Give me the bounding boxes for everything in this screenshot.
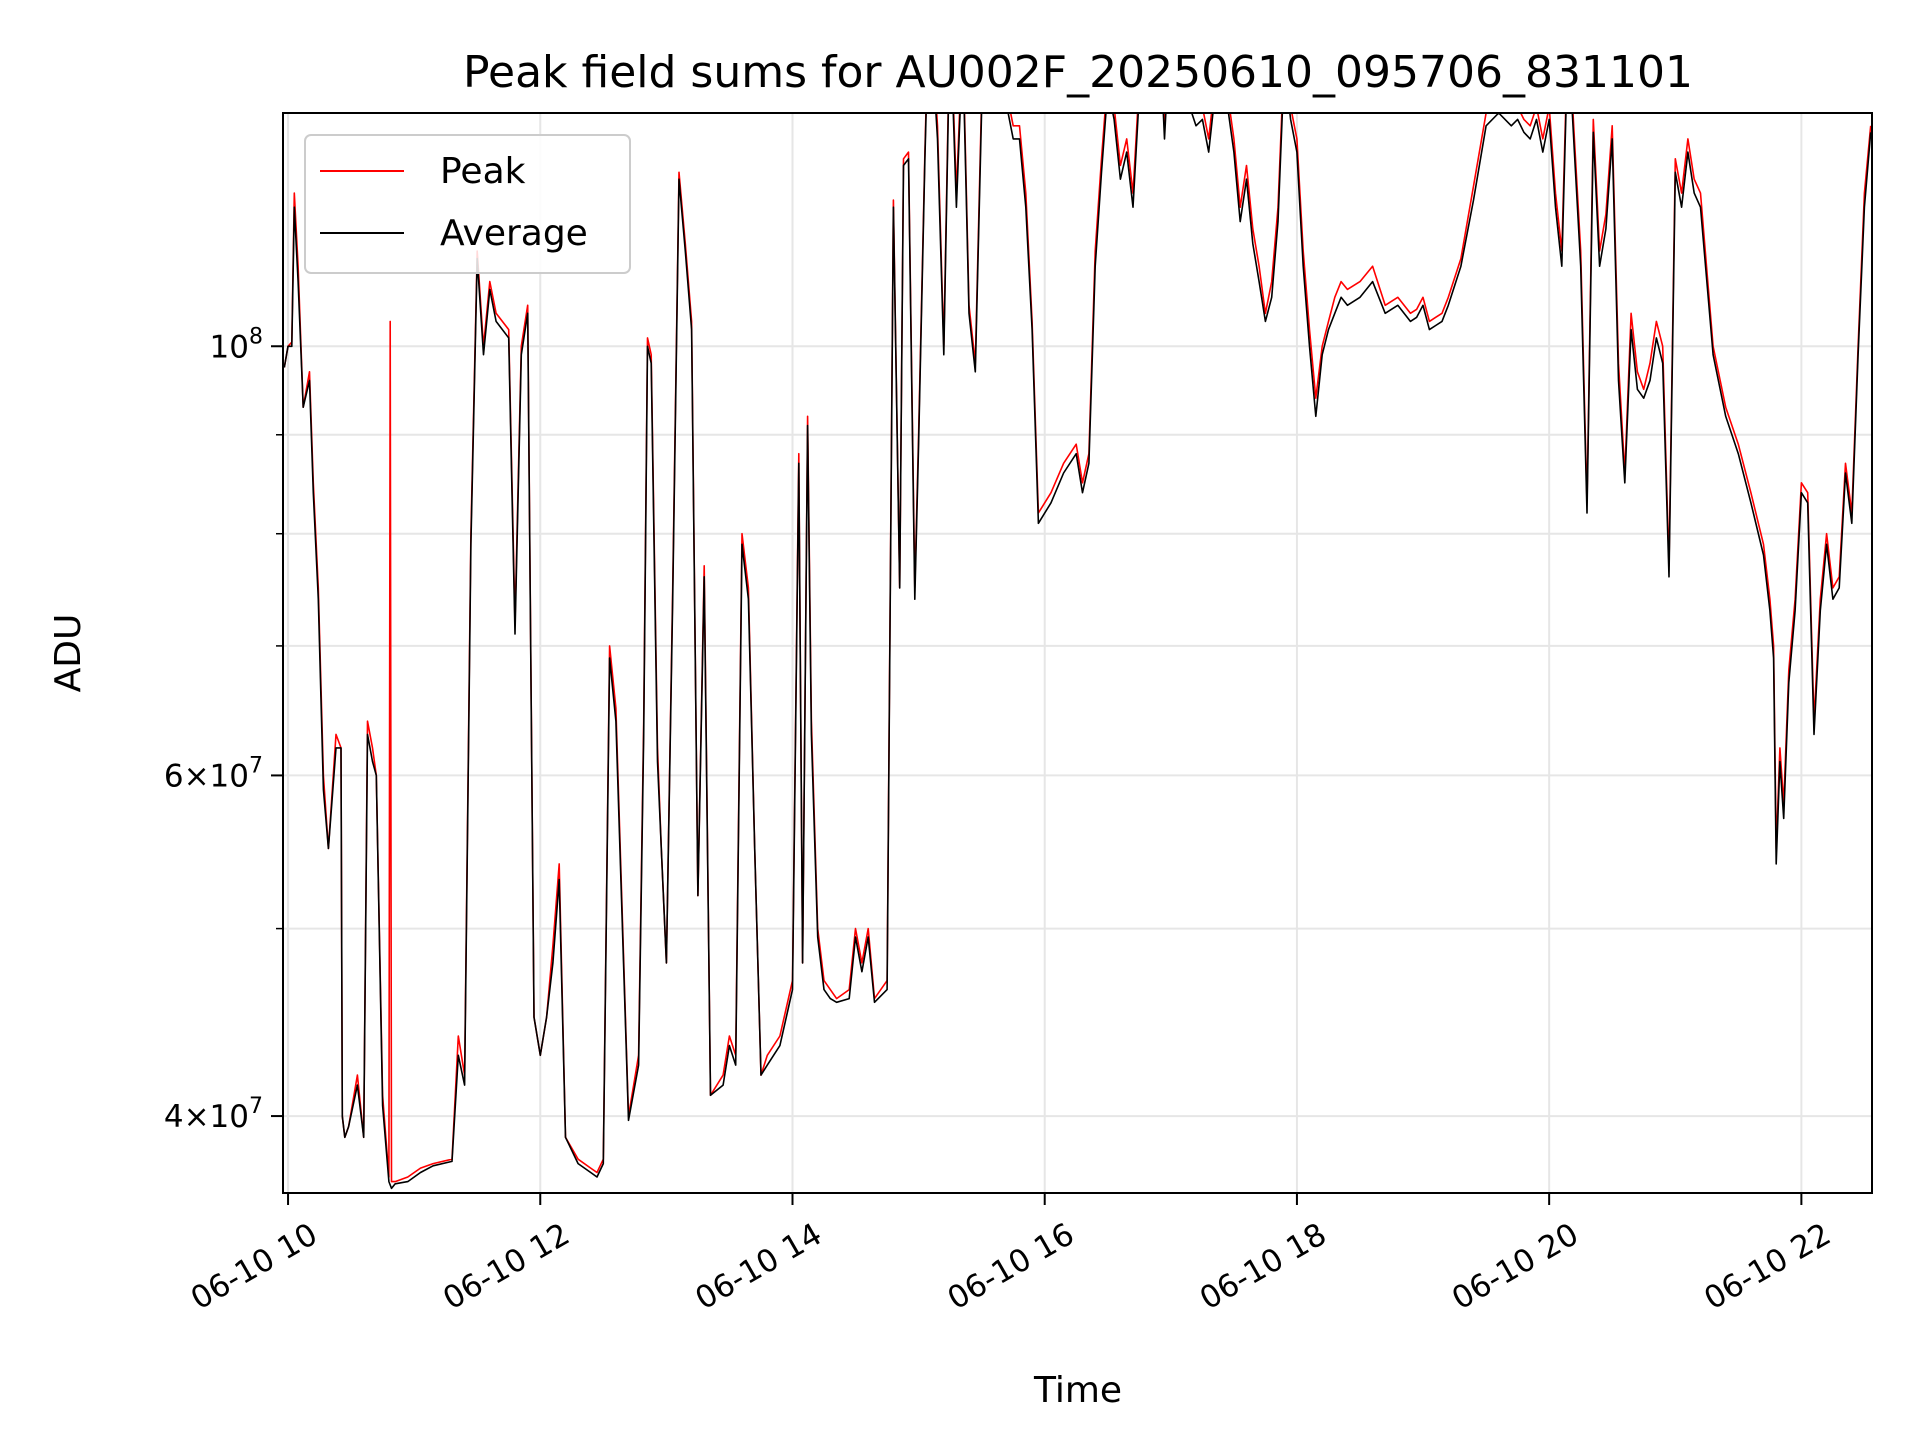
x-tick-label: 06-10 14 [689,1216,828,1317]
x-tick-label: 06-10 20 [1446,1216,1585,1317]
plot-frame [282,112,1873,1194]
y-tick-label: 4×107 [164,1094,263,1135]
y-tick-label: 108 [210,324,263,365]
legend-average-label: Average [440,213,588,254]
x-axis-label: Time [1033,1370,1122,1411]
y-tick-label: 6×107 [164,753,263,794]
series-layer [283,113,1872,1190]
legend-peak-label: Peak [440,151,526,192]
series-line-average [283,113,1872,1190]
y-axis-label: ADU [48,614,89,693]
legend: Peak Average [304,134,631,274]
grid [283,113,1872,1193]
chart-title: Peak field sums for AU002F_20250610_0957… [463,47,1693,98]
x-tick-label: 06-10 10 [185,1216,324,1317]
x-tick-label: 06-10 22 [1698,1216,1837,1317]
x-tick-label: 06-10 16 [942,1216,1081,1317]
x-tick-label: 06-10 18 [1194,1216,1333,1317]
x-tick-label: 06-10 12 [437,1216,576,1317]
legend-box [304,134,631,274]
